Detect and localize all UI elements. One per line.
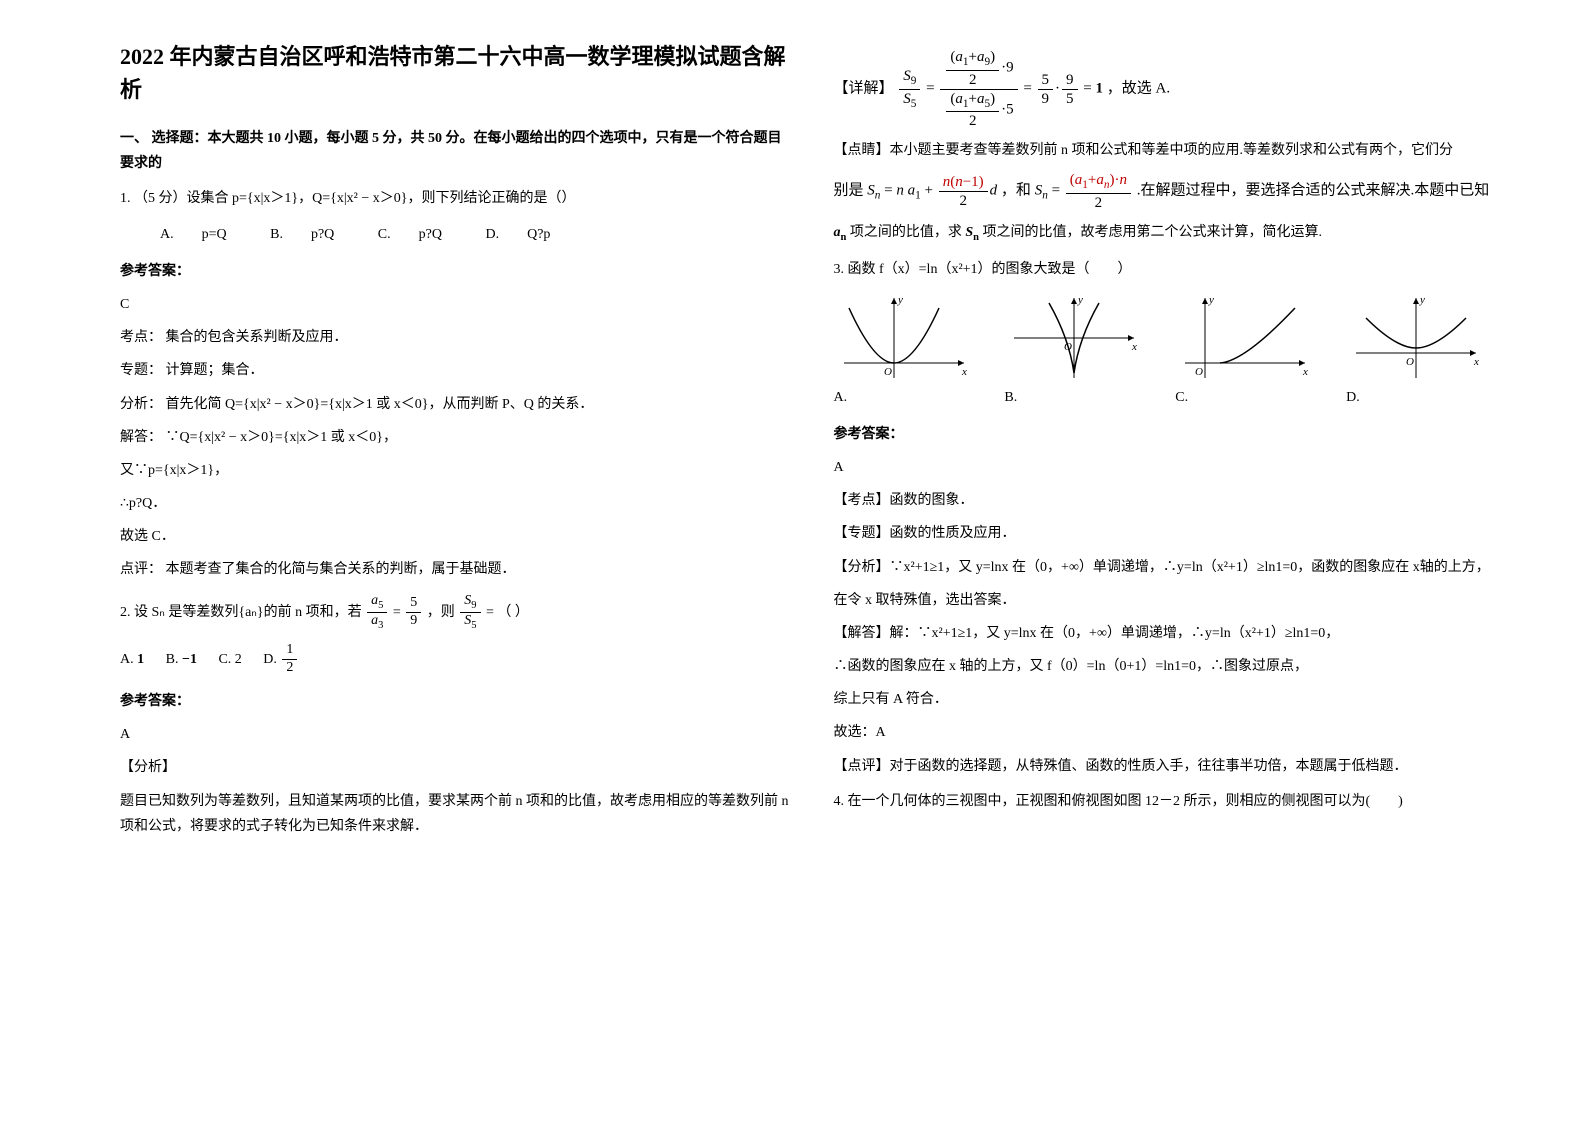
- q3-graphs: O y x A. O y x B.: [834, 293, 1508, 410]
- q2-xiangjie-label: 【详解】: [834, 80, 894, 96]
- q3-graph-b: O y x B.: [1004, 293, 1165, 410]
- q2-options: A. 1 B. −1 C. 2 D. 12: [120, 642, 794, 677]
- section-heading: 一、 选择题：本大题共 10 小题，每小题 5 分，共 50 分。在每小题给出的…: [120, 126, 794, 176]
- q3-answer: A: [834, 455, 1508, 480]
- q3-graph-d: O y x D.: [1346, 293, 1507, 410]
- q3-fenxi: 【分析】∵x²+1≥1，又 y=lnx 在（0，+∞）单调递增，∴y=ln（x²…: [834, 555, 1508, 580]
- q2-answer-label: 参考答案：: [120, 689, 794, 714]
- q2-detail-formula: 【详解】 S9 S5 = (a1+a9)2·9 (a1+a5)2·5 = 59·…: [834, 48, 1508, 130]
- q3-label-d: D.: [1346, 385, 1507, 410]
- q1-jieda4: 故选 C．: [120, 524, 794, 549]
- q3-jieda2: ∴函数的图象应在 x 轴的上方，又 f（0）=ln（0+1）=ln1=0，∴图象…: [834, 654, 1508, 679]
- q2-prefix: 2. 设 Sₙ 是等差数列{aₙ}的前 n 项和，若: [120, 605, 365, 620]
- q3-dianping: 【点评】对于函数的选择题，从特殊值、函数的性质入手，往往事半功倍，本题属于低档题…: [834, 754, 1508, 779]
- q3-graph-a: O y x A.: [834, 293, 995, 410]
- svg-text:y: y: [897, 294, 903, 306]
- svg-text:y: y: [1077, 294, 1083, 306]
- q2-f2-mid: ，和: [1001, 183, 1035, 199]
- q2-fenxi: 题目已知数列为等差数列，且知道某两项的比值，要求某两个前 n 项和的比值，故考虑…: [120, 789, 794, 839]
- q2-frac2: S9 S5: [460, 593, 480, 633]
- svg-text:O: O: [884, 366, 892, 378]
- q1-kaodian: 考点： 集合的包含关系判断及应用．: [120, 325, 794, 350]
- q3-label-a: A.: [834, 385, 995, 410]
- q1-jieda3: ∴p?Q．: [120, 491, 794, 516]
- q3-label-b: B.: [1004, 385, 1165, 410]
- q2-xiangjie-suffix: ，故选 A.: [1107, 80, 1170, 96]
- svg-text:O: O: [1195, 366, 1203, 378]
- q2-text: 2. 设 Sₙ 是等差数列{aₙ}的前 n 项和，若 a5 a3 = 5 9 ，…: [120, 593, 794, 633]
- q2-middle: ，则: [427, 605, 459, 620]
- q2-opt-d: D. 12: [263, 652, 333, 667]
- q3-jieda: 【解答】解：∵x²+1≥1，又 y=lnx 在（0，+∞）单调递增，∴y=ln（…: [834, 621, 1508, 646]
- q1-dianping: 点评： 本题考查了集合的化简与集合关系的判断，属于基础题．: [120, 557, 794, 582]
- svg-text:y: y: [1419, 294, 1425, 306]
- q1-opt-c: C. p?Q: [378, 227, 442, 242]
- svg-text:y: y: [1208, 294, 1214, 306]
- q3-fenxi2: 在令 x 取特殊值，选出答案．: [834, 588, 1508, 613]
- page-title: 2022 年内蒙古自治区呼和浩特市第二十六中高一数学理模拟试题含解析: [120, 40, 794, 106]
- q1-opt-a: A. p=Q: [160, 227, 227, 242]
- q3-graph-c: O y x C.: [1175, 293, 1336, 410]
- q2-f2-prefix: 别是: [834, 183, 868, 199]
- q1-answer-label: 参考答案：: [120, 259, 794, 284]
- q2-formula2: 别是 Sn = n a1 + n(n−1)2d ，和 Sn = (a1+an)·…: [834, 171, 1508, 212]
- q2-f2-suffix: .在解题过程中，要选择合适的公式来解决.本题中已知: [1137, 183, 1490, 199]
- q2-frac1b: 5 9: [406, 595, 421, 630]
- q3-kaodian: 【考点】函数的图象．: [834, 488, 1508, 513]
- q2-suffix: （ ）: [497, 605, 529, 620]
- q1-options: A. p=Q B. p?Q C. p?Q D. Q?p: [160, 222, 794, 247]
- q3-zhuanti: 【专题】函数的性质及应用．: [834, 521, 1508, 546]
- q2-opt-b: B. −1: [166, 652, 197, 667]
- q1-opt-b: B. p?Q: [270, 227, 334, 242]
- q1-jieda2: 又∵p={x|x＞1}，: [120, 458, 794, 483]
- svg-text:x: x: [1473, 356, 1479, 368]
- q1-fenxi: 分析： 首先化简 Q={x|x² − x＞0}={x|x＞1 或 x＜0}，从而…: [120, 392, 794, 417]
- q2-dianjing: 【点睛】本小题主要考查等差数列前 n 项和公式和等差中项的应用.等差数列求和公式…: [834, 138, 1508, 163]
- q2-big-frac: S9 S5: [899, 67, 920, 111]
- svg-text:x: x: [1302, 366, 1308, 378]
- q3-label-c: C.: [1175, 385, 1336, 410]
- q4-text: 4. 在一个几何体的三视图中，正视图和俯视图如图 12－2 所示，则相应的侧视图…: [834, 789, 1508, 814]
- q3-answer-label: 参考答案：: [834, 422, 1508, 447]
- q2-answer: A: [120, 722, 794, 747]
- svg-text:x: x: [1131, 341, 1137, 353]
- svg-text:x: x: [961, 366, 967, 378]
- q2-big-frac2: (a1+a9)2·9 (a1+a5)2·5: [940, 48, 1017, 130]
- q3-jieda4: 故选：A: [834, 720, 1508, 745]
- q3-jieda3: 综上只有 A 符合．: [834, 687, 1508, 712]
- q2-frac1: a5 a3: [367, 593, 387, 633]
- svg-text:O: O: [1406, 356, 1414, 368]
- q1-text: 1. （5 分）设集合 p={x|x＞1}，Q={x|x² − x＞0}，则下列…: [120, 186, 794, 211]
- q2-fenxi-label: 【分析】: [120, 755, 794, 780]
- q1-zhuanti: 专题： 计算题；集合．: [120, 358, 794, 383]
- q2-dianjing2: an 项之间的比值，求 Sn 项之间的比值，故考虑用第二个公式来计算，简化运算.: [834, 220, 1508, 248]
- q2-opt-c: C. 2: [218, 652, 241, 667]
- q1-opt-d: D. Q?p: [485, 227, 550, 242]
- q3-text: 3. 函数 f（x）=ln（x²+1）的图象大致是（ ）: [834, 257, 1508, 282]
- q2-opt-a: A. 1: [120, 652, 144, 667]
- q1-answer: C: [120, 292, 794, 317]
- q1-jieda1: 解答： ∵Q={x|x² − x＞0}={x|x＞1 或 x＜0}，: [120, 425, 794, 450]
